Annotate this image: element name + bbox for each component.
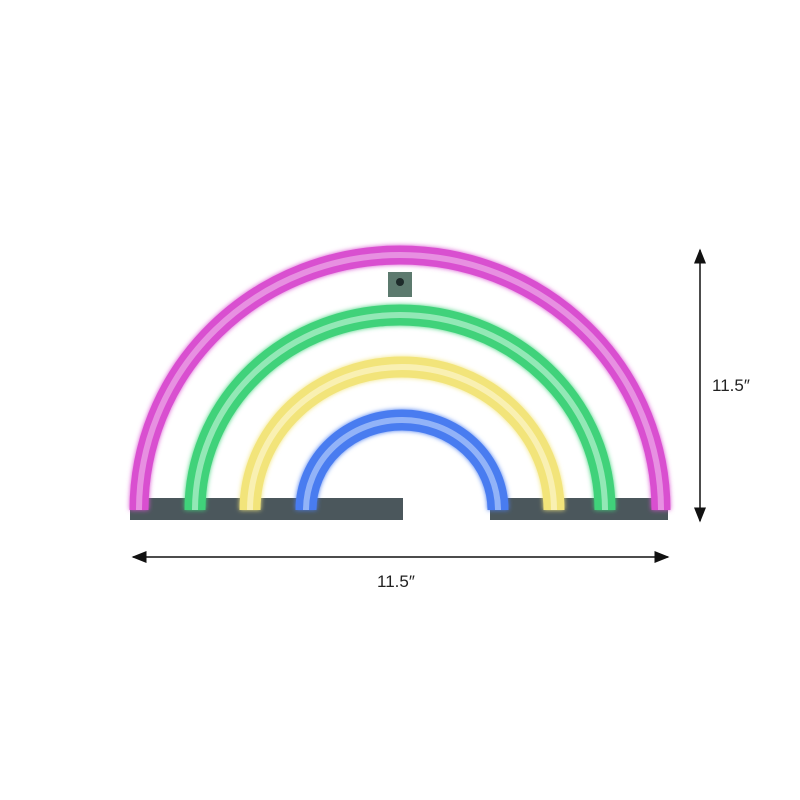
height-label: 11.5″ — [712, 376, 750, 395]
width-label: 11.5″ — [377, 572, 415, 591]
base-bar-right — [490, 498, 668, 520]
third-arc-yellow — [239, 356, 565, 511]
base-bar-left — [130, 498, 403, 520]
inner-arc-blue — [295, 409, 509, 511]
